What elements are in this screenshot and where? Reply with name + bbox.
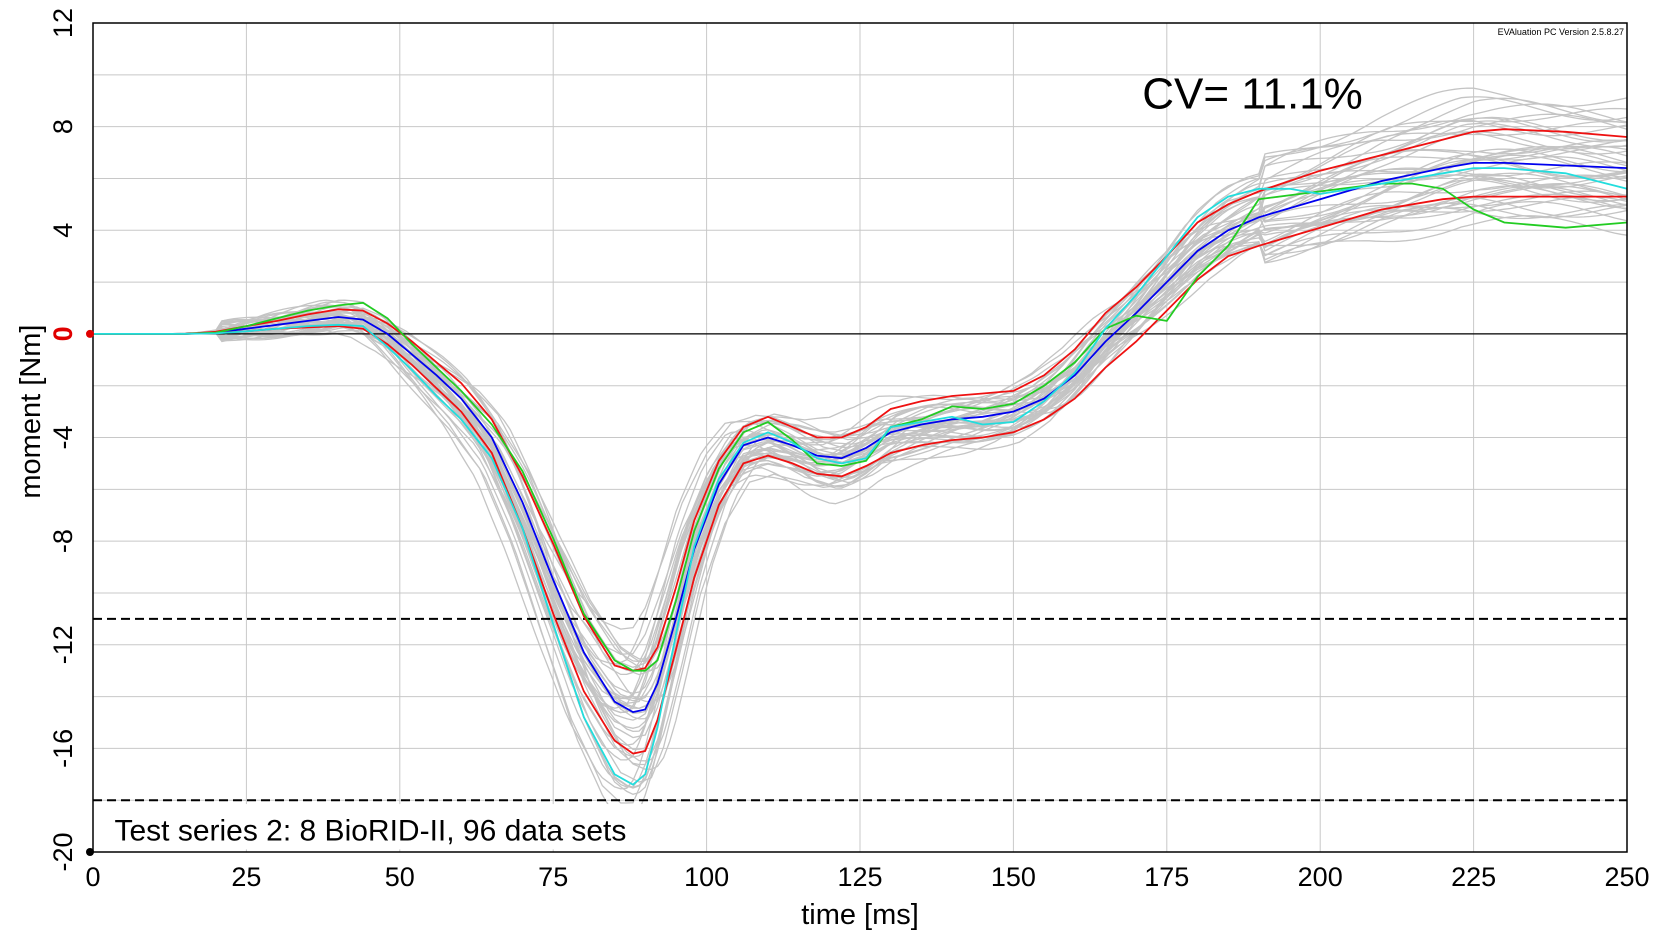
y-tick-labels: -20 -16 -12 -8 -4 0 4 8 12 [48,8,78,872]
version-label: EVAluation PC Version 2.5.8.27 [1498,27,1624,37]
x-tick-label: 75 [538,862,568,892]
series-note: Test series 2: 8 BioRID-II, 96 data sets [114,814,626,847]
x-axis-title: time [ms] [801,899,919,931]
x-tick-label: 150 [991,862,1036,892]
y-tick-label: 8 [48,119,78,134]
x-tick-label: 25 [231,862,261,892]
y-tick-label: -12 [48,625,78,664]
origin-marker [86,848,94,856]
reference-lines [93,333,1627,802]
x-tick-labels: 0 25 50 75 100 125 150 175 200 225 250 [85,862,1649,892]
series-note-background [95,804,685,850]
zero-marker [86,329,94,338]
y-tick-label: 0 [48,326,78,341]
y-axis-title: moment [Nm] [15,325,47,499]
y-tick-label: -4 [48,425,78,449]
grey-data-set-line [93,202,1628,668]
plot-frame [92,22,1628,853]
grey-data-set-line [93,185,1628,714]
grey-data-set-line [93,185,1628,660]
series-line [93,195,1627,755]
series-lines [93,128,1628,786]
x-tick-label: 50 [385,862,415,892]
y-tick-label: 12 [48,8,78,38]
grey-data-set-line [93,215,1628,655]
x-tick-label: 225 [1451,862,1496,892]
x-tick-label: 250 [1604,862,1649,892]
y-tick-label: -20 [48,832,78,871]
x-tick-label: 200 [1298,862,1343,892]
x-tick-label: 125 [837,862,882,892]
grey-data-set-line [93,203,1628,714]
series-line [93,167,1628,786]
x-tick-label: 0 [85,862,100,892]
series-line [93,128,1628,672]
y-tick-label: -8 [48,529,78,553]
series-line [93,182,1628,672]
y-tick-label: -16 [48,729,78,768]
x-tick-label: 100 [684,862,729,892]
series-line [93,162,1628,714]
x-tick-label: 175 [1144,862,1189,892]
y-tick-label: 4 [48,223,78,238]
cv-annotation: CV= 11.1% [1142,69,1363,118]
